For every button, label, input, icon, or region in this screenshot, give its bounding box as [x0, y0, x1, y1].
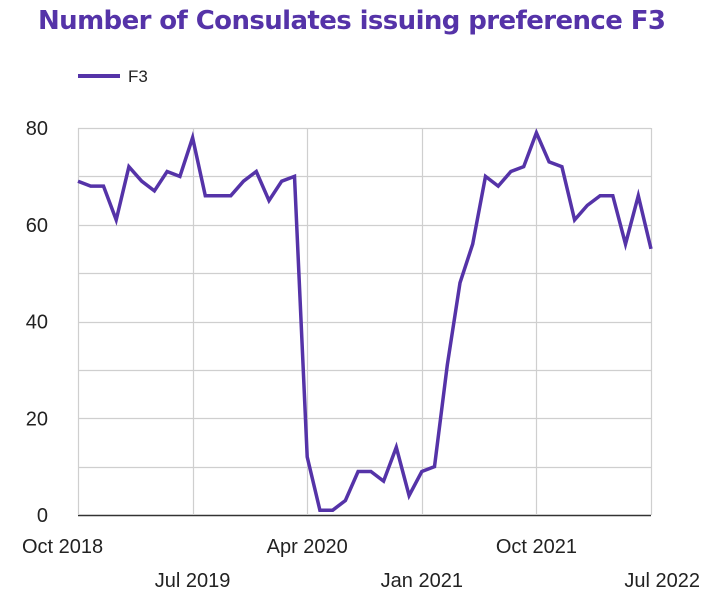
x-tick-label: Oct 2021	[496, 536, 577, 558]
x-tick-label: Apr 2020	[267, 536, 348, 558]
data-point	[573, 218, 577, 222]
data-point	[611, 194, 615, 198]
data-point	[433, 465, 437, 469]
data-point	[598, 194, 602, 198]
data-point	[420, 470, 424, 474]
y-axis-tick-labels: 0 20 40 60 80	[26, 118, 48, 527]
data-point	[318, 508, 322, 512]
x-tick-label: Jan 2021	[381, 570, 463, 592]
data-point	[267, 199, 271, 203]
chart-title: Number of Consulates issuing preference …	[38, 6, 666, 36]
data-point	[534, 131, 538, 135]
data-point	[547, 160, 551, 164]
data-point	[509, 170, 513, 174]
data-point	[458, 281, 462, 285]
data-point	[369, 470, 373, 474]
series-group	[76, 128, 653, 512]
data-point	[127, 165, 131, 169]
x-tick-label: Jul 2022	[624, 570, 700, 592]
data-point	[585, 203, 589, 207]
data-point	[89, 184, 93, 188]
data-point	[280, 179, 284, 183]
data-point	[254, 170, 258, 174]
data-point	[407, 494, 411, 498]
data-point	[649, 247, 653, 251]
data-point	[178, 174, 182, 178]
data-point	[331, 508, 335, 512]
x-tick-label: Jul 2019	[155, 570, 231, 592]
data-point	[522, 165, 526, 169]
data-point	[356, 470, 360, 474]
data-point	[102, 184, 106, 188]
y-tick-label: 0	[37, 505, 48, 527]
y-tick-label: 20	[26, 408, 48, 430]
series-line-f3	[77, 128, 653, 512]
y-tick-label: 80	[26, 118, 48, 140]
data-point	[484, 174, 488, 178]
data-point	[496, 184, 500, 188]
data-point	[165, 170, 169, 174]
data-point	[445, 363, 449, 367]
gridlines	[77, 127, 653, 517]
data-point	[293, 174, 297, 178]
data-point	[140, 179, 144, 183]
y-tick-label: 60	[26, 215, 48, 237]
data-point	[343, 499, 347, 503]
data-point	[229, 194, 233, 198]
data-point	[624, 242, 628, 246]
legend-label-f3: F3	[128, 67, 148, 86]
data-point	[560, 165, 564, 169]
data-point	[203, 194, 207, 198]
x-axis-tick-labels: Oct 2018 Jul 2019 Apr 2020 Jan 2021 Oct 2021…	[22, 536, 700, 592]
data-point	[191, 136, 195, 140]
data-point	[76, 179, 80, 183]
data-point	[242, 179, 246, 183]
y-tick-label: 40	[26, 312, 48, 334]
data-point	[636, 194, 640, 198]
data-point	[216, 194, 220, 198]
data-point	[382, 479, 386, 483]
data-point	[114, 218, 118, 222]
data-point	[394, 445, 398, 449]
data-point	[152, 189, 156, 193]
data-point	[471, 242, 475, 246]
data-point	[305, 455, 309, 459]
legend: F3	[78, 67, 148, 86]
x-tick-label: Oct 2018	[22, 536, 103, 558]
